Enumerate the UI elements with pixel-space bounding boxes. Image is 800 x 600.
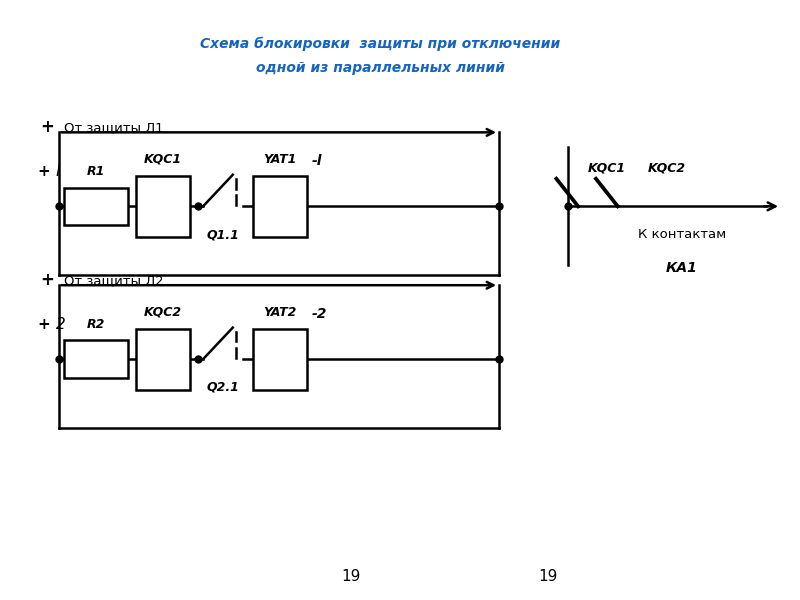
Text: От защиты Л1: От защиты Л1 bbox=[63, 121, 163, 134]
Text: -2: -2 bbox=[312, 307, 327, 321]
Text: +: + bbox=[38, 164, 50, 179]
Text: 19: 19 bbox=[538, 569, 558, 584]
Bar bbox=[253, 329, 307, 390]
Text: l: l bbox=[56, 164, 60, 179]
Text: К контактам: К контактам bbox=[638, 228, 726, 241]
Text: одной из параллельных линий: одной из параллельных линий bbox=[256, 61, 505, 75]
Text: YAT2: YAT2 bbox=[263, 306, 297, 319]
Text: YAT1: YAT1 bbox=[263, 153, 297, 166]
Text: Q1.1: Q1.1 bbox=[206, 228, 239, 241]
Text: KQC2: KQC2 bbox=[144, 306, 182, 319]
Text: +: + bbox=[40, 271, 54, 289]
Text: KQC2: KQC2 bbox=[647, 162, 686, 175]
Text: R2: R2 bbox=[86, 317, 105, 331]
Text: KQC1: KQC1 bbox=[144, 153, 182, 166]
Text: +: + bbox=[40, 118, 54, 136]
Text: Схема блокировки  защиты при отключении: Схема блокировки защиты при отключении bbox=[200, 37, 560, 51]
Bar bbox=[63, 340, 128, 378]
Text: 19: 19 bbox=[341, 569, 360, 584]
Text: КА1: КА1 bbox=[666, 260, 698, 275]
Text: -l: -l bbox=[312, 154, 322, 168]
Text: От защиты Л2: От защиты Л2 bbox=[63, 274, 163, 287]
Text: 2: 2 bbox=[56, 317, 66, 332]
Bar bbox=[136, 329, 190, 390]
Bar bbox=[253, 176, 307, 237]
Text: KQC1: KQC1 bbox=[588, 162, 626, 175]
Text: R1: R1 bbox=[86, 165, 105, 178]
Text: Q2.1: Q2.1 bbox=[206, 381, 239, 394]
Bar bbox=[63, 188, 128, 225]
Text: +: + bbox=[38, 317, 50, 332]
Bar bbox=[136, 176, 190, 237]
